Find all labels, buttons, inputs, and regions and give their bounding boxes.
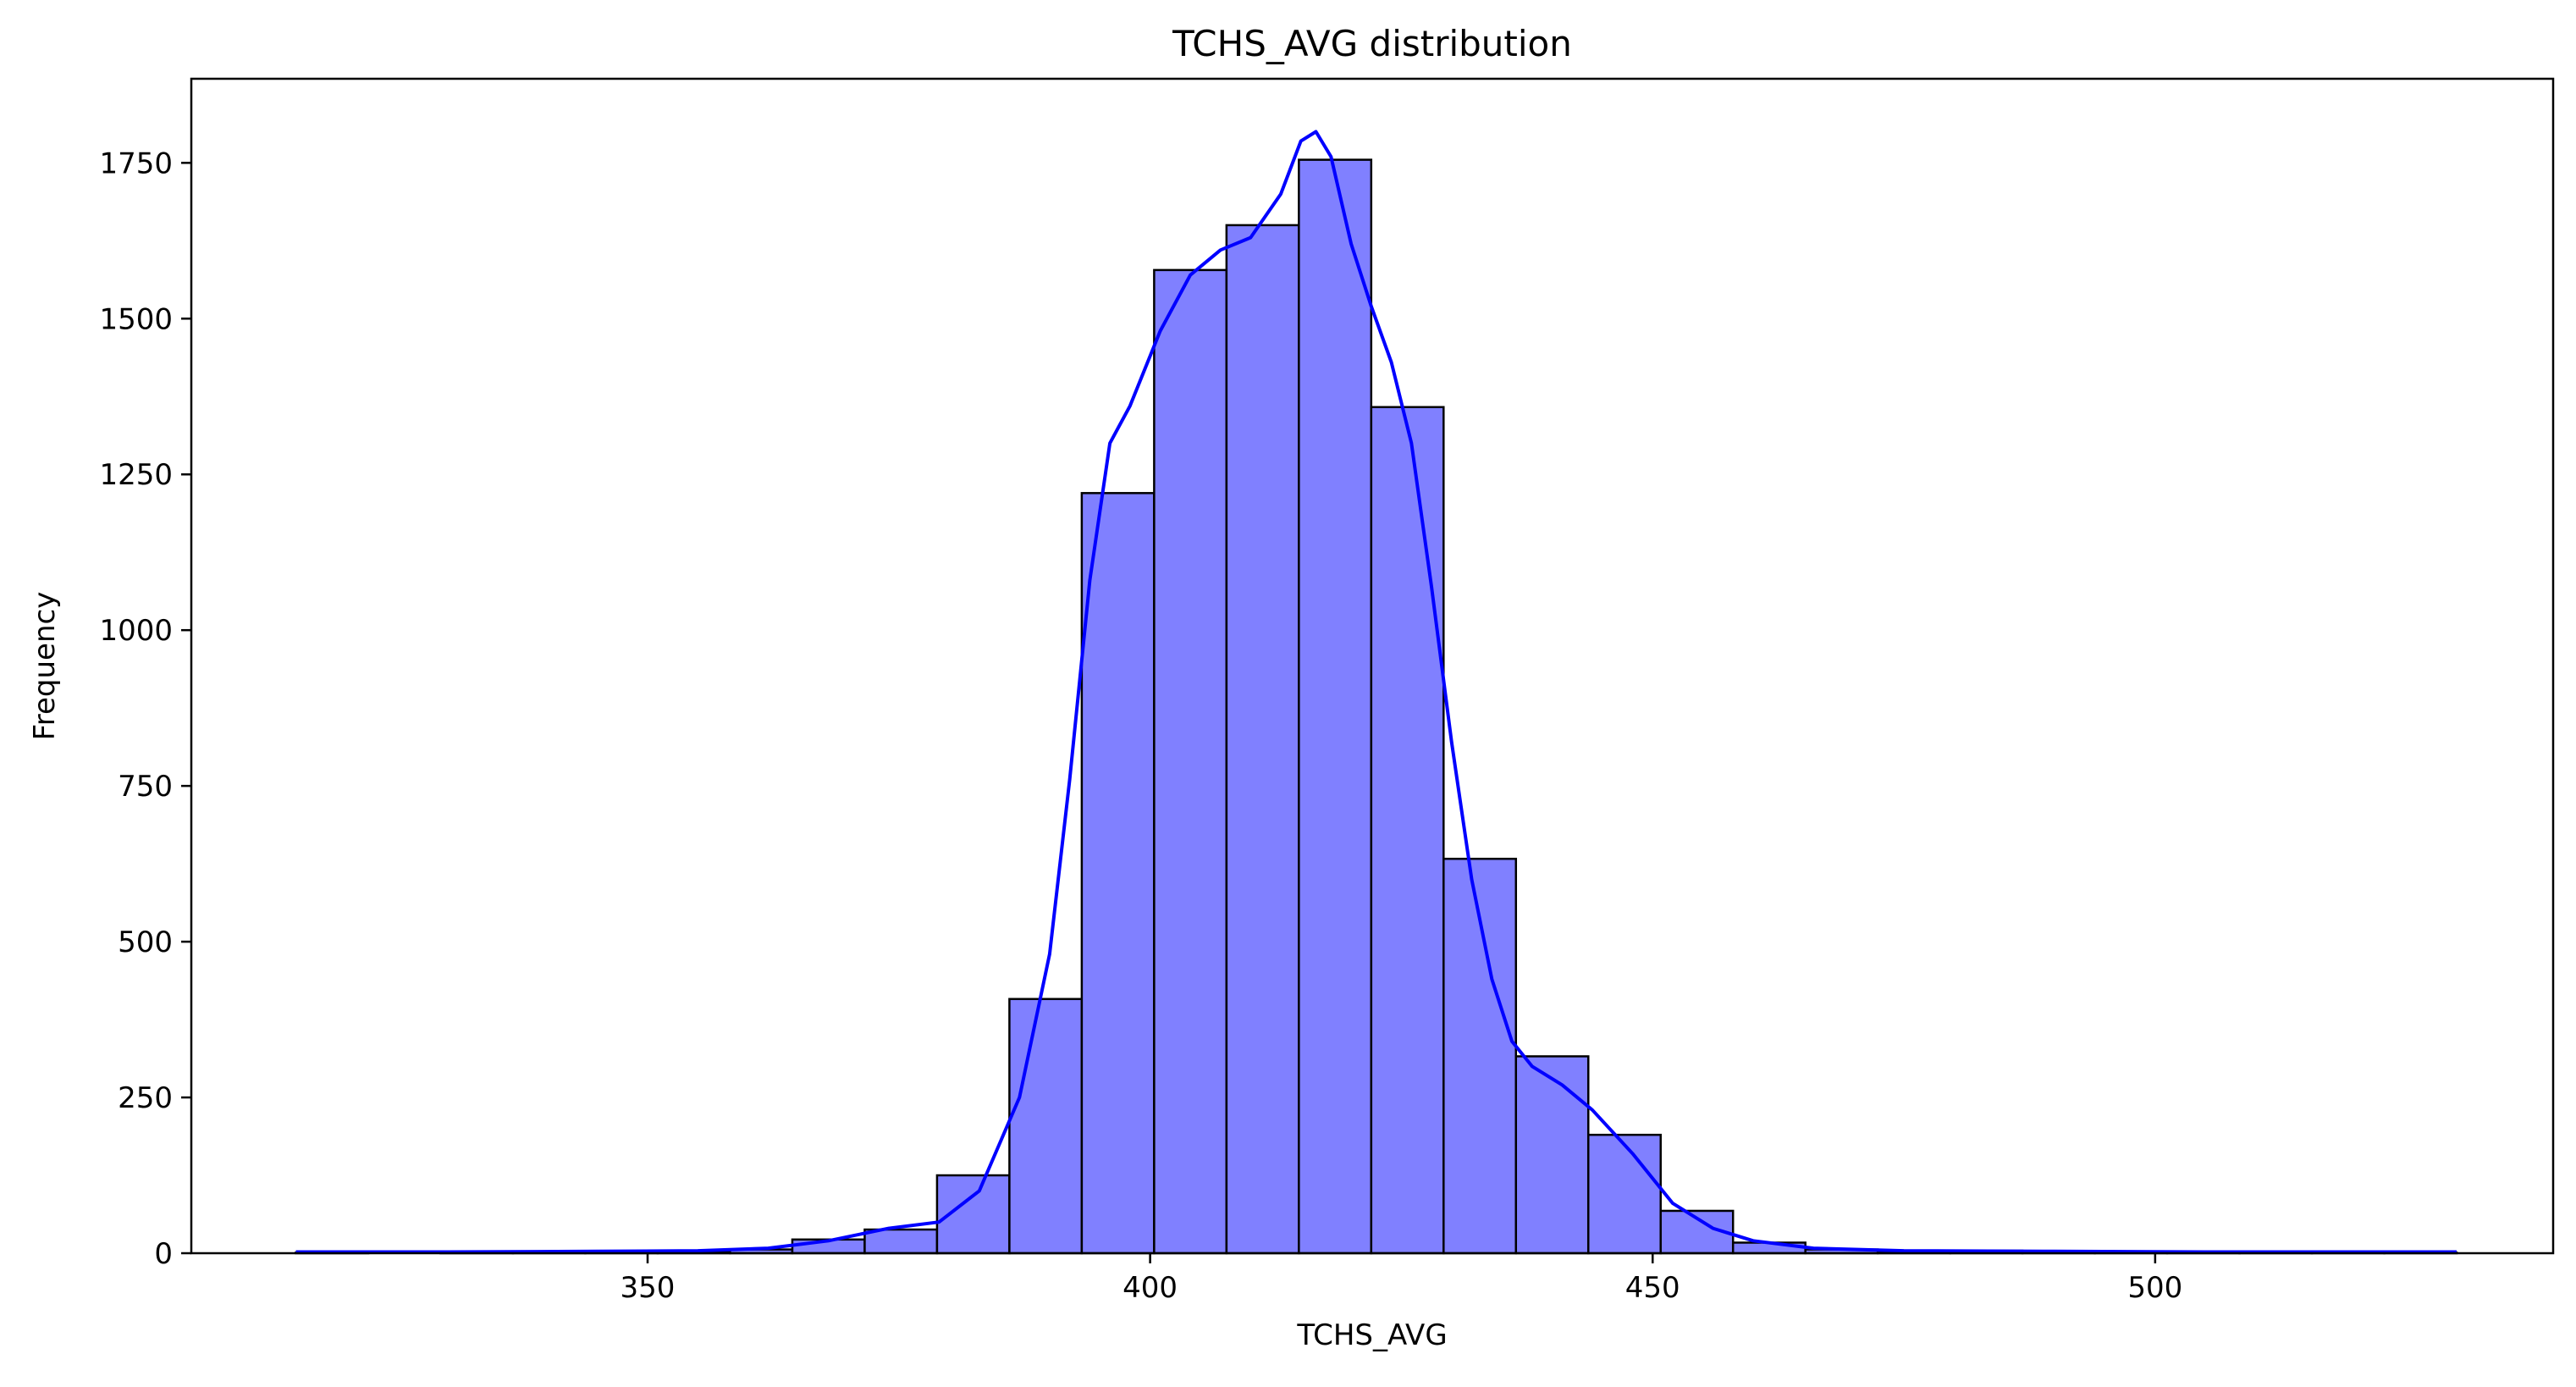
y-tick-label-0: 0	[154, 1237, 173, 1271]
y-tick-label-1250: 1250	[99, 458, 173, 492]
y-tick-label-750: 750	[118, 770, 173, 804]
histogram-bar-18	[1587, 1133, 1662, 1255]
y-tick-label-1000: 1000	[99, 614, 173, 648]
chart-title: TCHS_AVG distribution	[1172, 23, 1572, 64]
histogram-bar-13	[1225, 224, 1300, 1255]
histogram-bar-14	[1298, 158, 1373, 1255]
x-tick-label-400: 400	[1123, 1271, 1178, 1305]
y-tick-label-250: 250	[118, 1081, 173, 1115]
kde-curve	[295, 130, 2457, 1254]
y-axis-ticks: 0 250 500 750 1000 1250 1500 1750	[99, 146, 191, 1271]
y-axis-label: Frequency	[28, 592, 62, 741]
x-axis-ticks: 350 400 450 500	[621, 1253, 2182, 1305]
y-tick-label-1500: 1500	[99, 302, 173, 336]
x-axis-label: TCHS_AVG	[1296, 1318, 1447, 1352]
x-tick-label-500: 500	[2127, 1271, 2182, 1305]
axes-frame	[190, 77, 2555, 1255]
histogram-bar-17	[1514, 1055, 1590, 1255]
histogram-bar-11	[1080, 492, 1156, 1255]
histogram-bar-8	[863, 1228, 939, 1255]
y-tick-label-500: 500	[118, 926, 173, 959]
histogram-bar-10	[1008, 997, 1084, 1255]
y-tick-label-1750: 1750	[99, 146, 173, 180]
histogram-bars	[295, 158, 2458, 1255]
histogram-bar-12	[1153, 268, 1228, 1255]
x-tick-label-350: 350	[621, 1271, 676, 1305]
x-tick-label-450: 450	[1625, 1271, 1680, 1305]
histogram-bar-15	[1370, 406, 1445, 1255]
